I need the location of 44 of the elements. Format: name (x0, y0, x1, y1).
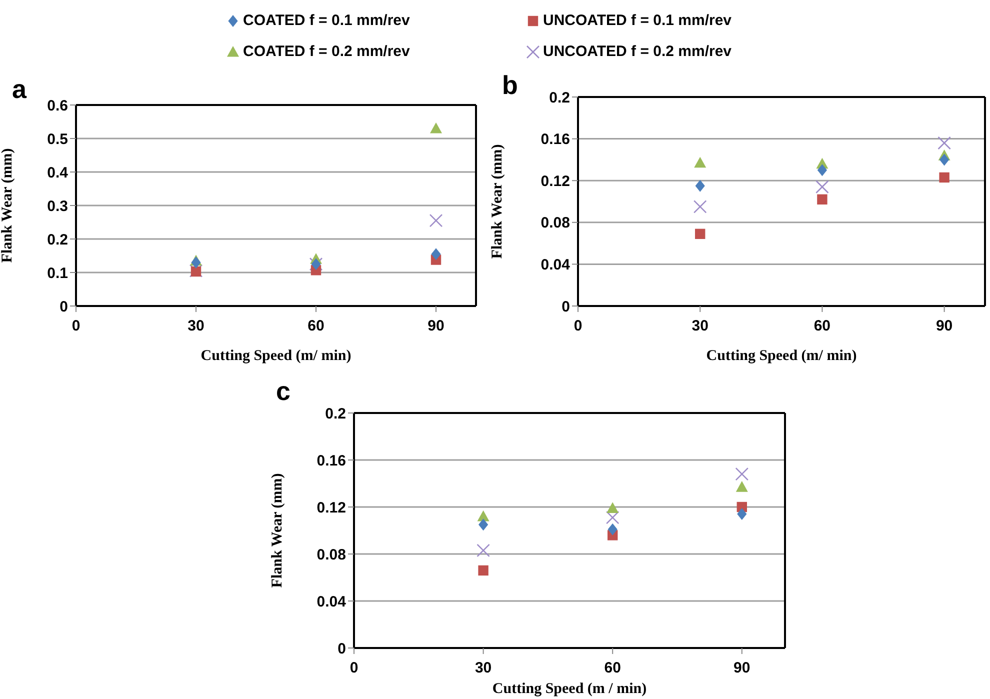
y-tick-label: 0 (338, 640, 346, 658)
x-tick-label: 60 (604, 660, 621, 677)
x-tick-label: 60 (308, 318, 324, 335)
y-tick-label: 0.16 (316, 452, 346, 470)
y-tick-label: 0.4 (47, 164, 69, 182)
x-tick-label: 30 (474, 660, 492, 677)
chart-title: b (502, 70, 518, 101)
y-axis-title: Flank Wear (mm) (489, 144, 506, 259)
x-tick-label: 0 (72, 318, 80, 335)
y-tick-label: 0 (60, 298, 68, 316)
y-tick-label: 0.16 (540, 131, 570, 148)
y-tick-label: 0.1 (47, 264, 68, 282)
x-tick-label: 60 (814, 318, 831, 335)
y-tick-label: 0.12 (316, 499, 346, 516)
x-axis-title: Cutting Speed (m / min) (492, 681, 647, 697)
y-tick-label: 0 (562, 298, 570, 316)
y-tick-label: 0.2 (549, 89, 570, 106)
x-axis-title: Cutting Speed (m/ min) (200, 348, 352, 364)
y-tick-label: 0.12 (540, 172, 570, 190)
y-tick-label: 0.2 (325, 405, 346, 422)
x-tick-label: 90 (734, 660, 750, 677)
x-tick-label: 0 (350, 660, 358, 677)
y-tick-label: 0.5 (47, 130, 68, 148)
y-tick-label: 0.2 (47, 231, 68, 248)
y-axis-title: Flank Wear (mm) (269, 473, 286, 588)
x-tick-label: 30 (188, 318, 204, 335)
x-tick-label: 90 (428, 318, 444, 335)
legend-label: UNCOATED f = 0.2 mm/rev (543, 43, 732, 60)
chart-title: a (12, 74, 26, 105)
x-tick-label: 90 (936, 318, 953, 335)
x-tick-label: 30 (692, 318, 708, 335)
y-axis-title: Flank Wear (mm) (0, 148, 16, 263)
chart-title: c (276, 376, 290, 407)
y-tick-label: 0.04 (316, 593, 347, 610)
y-tick-label: 0.08 (316, 546, 346, 564)
legend-label: UNCOATED f = 0.1 mm/rev (543, 12, 732, 29)
legend-label: COATED f = 0.2 mm/rev (243, 43, 410, 60)
legend-label: COATED f = 0.1 mm/rev (243, 12, 410, 29)
y-tick-label: 0.08 (540, 214, 570, 232)
x-axis-title: Cutting Speed (m/ min) (706, 348, 857, 364)
y-tick-label: 0.3 (47, 198, 68, 215)
y-tick-label: 0.04 (540, 256, 571, 274)
y-tick-label: 0.6 (47, 97, 68, 114)
x-tick-label: 0 (574, 318, 582, 335)
